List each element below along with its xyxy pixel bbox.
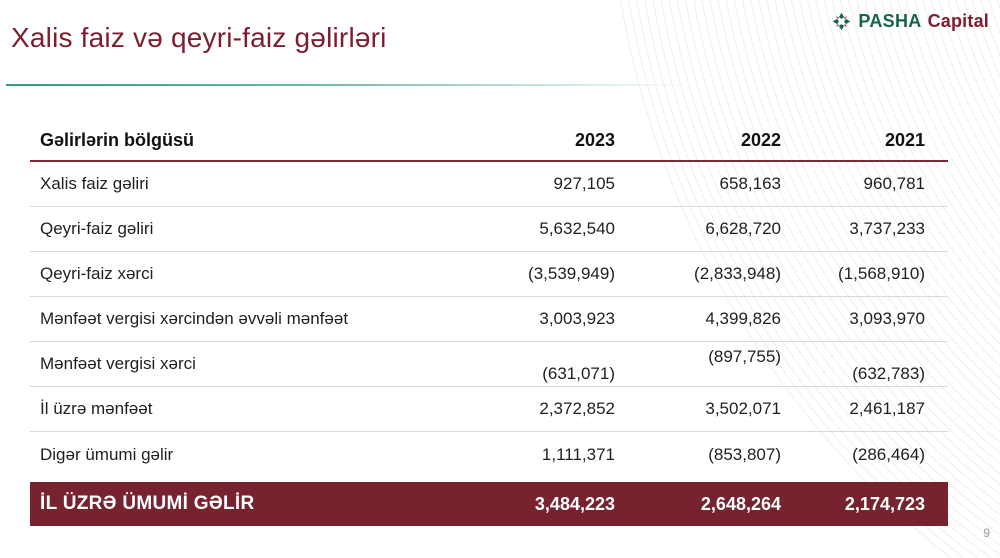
page-number: 9 (983, 526, 990, 540)
row-value-2023: 1,111,371 (541, 444, 615, 464)
row-label: Qeyri-faiz gəliri (40, 219, 154, 238)
row-value-2023: 2,372,852 (539, 399, 615, 418)
row-value-2022: (853,807) (708, 444, 781, 464)
row-value-2023: 927,105 (553, 174, 615, 193)
title-divider-line (6, 84, 690, 86)
row-value-2022: 4,399,826 (705, 309, 781, 328)
table-row: Mənfəət vergisi xərcindən əvvəli mənfəət… (30, 297, 948, 342)
table-header-year-2023: 2023 (574, 129, 615, 150)
table-header-year-2021: 2021 (884, 129, 925, 150)
total-row-label: İL ÜZRƏ ÜMUMİ GƏLİR (40, 493, 255, 514)
table-row: Digər ümumi gəlir 1,111,371 (853,807) (2… (30, 432, 948, 477)
table-header-label: Gəlirlərin bölgüsü (40, 129, 195, 150)
table-total-row: İL ÜZRƏ ÜMUMİ GƏLİR 3,484,223 2,648,264 … (30, 482, 948, 526)
table-body: Xalis faiz gəliri 927,105 658,163 960,78… (30, 162, 948, 477)
row-label: Qeyri-faiz xərci (40, 264, 154, 283)
pasha-pinwheel-icon (833, 12, 851, 31)
row-value-2023: (631,071) (542, 364, 615, 383)
row-value-2022: 3,502,071 (705, 399, 781, 418)
row-value-2023: 5,632,540 (539, 219, 615, 238)
total-value-2021: 2,174,723 (844, 493, 925, 514)
row-value-2021: 960,781 (863, 174, 925, 193)
row-label: Mənfəət vergisi xərci (40, 354, 196, 373)
table-row: Mənfəət vergisi xərci (631,071) (897,755… (30, 342, 948, 387)
table-row: Qeyri-faiz gəliri 5,632,540 6,628,720 3,… (30, 207, 948, 252)
row-value-2023: (3,539,949) (528, 264, 615, 283)
row-value-2022: (897,755) (708, 347, 781, 366)
page-title: Xalis faiz və qeyri-faiz gəlirləri (11, 22, 387, 53)
row-value-2022: 658,163 (719, 174, 781, 193)
logo-brand-text: PASHA (858, 11, 922, 31)
row-value-2021: 3,737,233 (849, 219, 925, 238)
table-row: Xalis faiz gəliri 927,105 658,163 960,78… (30, 162, 948, 207)
table-row: İl üzrə mənfəət 2,372,852 3,502,071 2,46… (30, 387, 948, 432)
row-label: İl üzrə mənfəət (40, 399, 153, 418)
row-value-2021: 3,093,970 (849, 309, 925, 328)
table-header-year-2022: 2022 (740, 129, 781, 150)
logo-suffix-text: Capital (927, 11, 989, 31)
row-value-2022: (2,833,948) (694, 264, 781, 283)
row-value-2023: 3,003,923 (539, 309, 615, 328)
row-label: Mənfəət vergisi xərcindən əvvəli mənfəət (40, 309, 349, 328)
row-label: Digər ümumi gəlir (40, 444, 174, 464)
row-value-2021: (286,464) (852, 444, 925, 464)
table-row: Qeyri-faiz xərci (3,539,949) (2,833,948)… (30, 252, 948, 297)
row-value-2021: (1,568,910) (838, 264, 925, 283)
row-value-2021: (632,783) (852, 364, 925, 383)
table-header-row: Gəlirlərin bölgüsü 2023 2022 2021 (30, 120, 948, 160)
row-value-2022: 6,628,720 (705, 219, 781, 238)
total-value-2022: 2,648,264 (700, 493, 781, 514)
pasha-capital-logo: PASHA Capital (831, 11, 989, 32)
row-value-2021: 2,461,187 (849, 399, 925, 418)
row-label: Xalis faiz gəliri (40, 174, 149, 193)
table-header-underline (30, 160, 948, 162)
income-table: Gəlirlərin bölgüsü 2023 2022 2021 Xalis … (30, 120, 948, 526)
total-value-2023: 3,484,223 (534, 493, 615, 514)
